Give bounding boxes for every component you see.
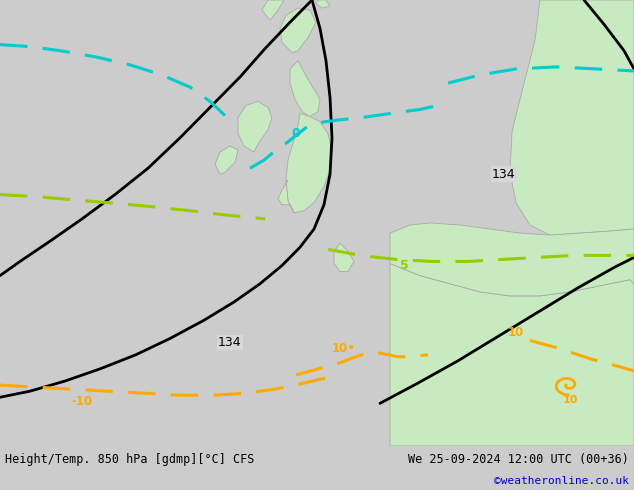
Polygon shape bbox=[510, 0, 634, 235]
Text: 5: 5 bbox=[399, 259, 408, 272]
Polygon shape bbox=[390, 264, 634, 446]
Text: We 25-09-2024 12:00 UTC (00+36): We 25-09-2024 12:00 UTC (00+36) bbox=[408, 453, 629, 466]
Polygon shape bbox=[600, 0, 634, 86]
Polygon shape bbox=[280, 8, 316, 53]
Text: ©weatheronline.co.uk: ©weatheronline.co.uk bbox=[494, 476, 629, 486]
Polygon shape bbox=[290, 61, 320, 117]
Polygon shape bbox=[278, 180, 294, 213]
Text: Height/Temp. 850 hPa [gdmp][°C] CFS: Height/Temp. 850 hPa [gdmp][°C] CFS bbox=[5, 453, 254, 466]
Text: 134: 134 bbox=[218, 336, 242, 349]
Text: 0: 0 bbox=[292, 127, 301, 140]
Text: 10: 10 bbox=[562, 395, 578, 405]
Text: -10: -10 bbox=[72, 395, 93, 408]
Text: 10•: 10• bbox=[332, 342, 356, 355]
Text: 10: 10 bbox=[508, 326, 524, 339]
Polygon shape bbox=[390, 223, 634, 296]
Polygon shape bbox=[334, 243, 354, 271]
Polygon shape bbox=[238, 101, 272, 152]
Polygon shape bbox=[545, 0, 634, 86]
Polygon shape bbox=[286, 114, 332, 213]
Polygon shape bbox=[262, 0, 284, 20]
Text: 134: 134 bbox=[492, 168, 515, 181]
Polygon shape bbox=[316, 0, 330, 8]
Polygon shape bbox=[215, 146, 238, 174]
